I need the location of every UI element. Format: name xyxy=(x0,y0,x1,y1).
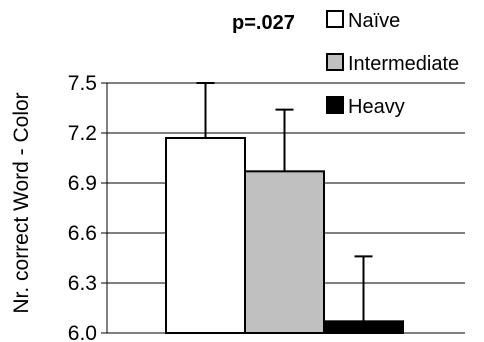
legend-swatch xyxy=(327,54,343,70)
y-tick-label: 6.9 xyxy=(68,172,97,195)
bar-intermediate xyxy=(245,171,324,333)
legend-label: Heavy xyxy=(348,96,405,118)
y-tick-label: 7.5 xyxy=(68,72,97,95)
bar-nave xyxy=(166,138,245,333)
legend-label: Intermediate xyxy=(348,53,459,75)
p-value-annotation: p=.027 xyxy=(232,12,295,34)
y-tick-label: 6.3 xyxy=(68,272,97,295)
y-tick-label: 6.0 xyxy=(68,322,97,342)
legend-swatch xyxy=(327,11,343,27)
legend: Naïve Intermediate Heavy xyxy=(327,10,459,118)
y-tick-labels: 6.0 6.3 6.6 6.9 7.2 7.5 xyxy=(68,72,97,342)
legend-label: Naïve xyxy=(348,10,400,32)
legend-swatch xyxy=(327,97,343,113)
y-tick-label: 7.2 xyxy=(68,122,97,145)
bar-heavy xyxy=(324,321,403,333)
y-axis-label: Nr. correct Word - Color xyxy=(10,92,33,313)
y-tick-label: 6.6 xyxy=(68,222,97,245)
y-axis xyxy=(101,83,107,333)
